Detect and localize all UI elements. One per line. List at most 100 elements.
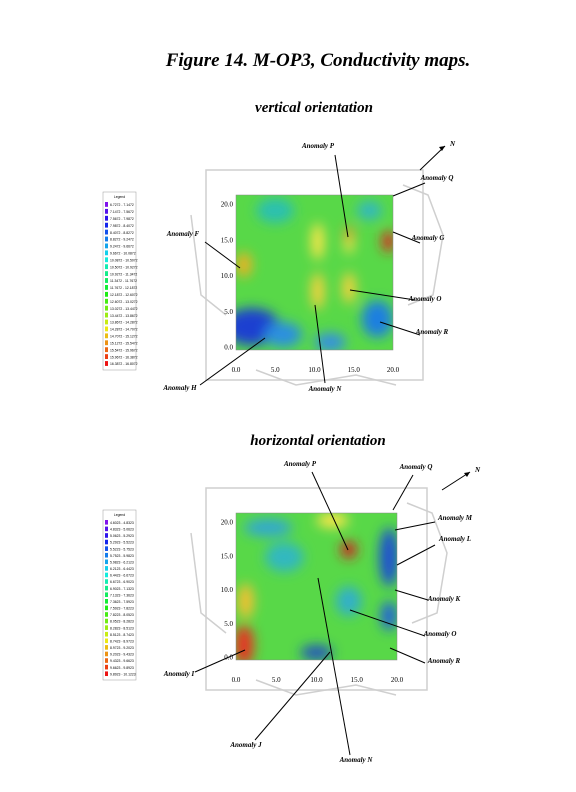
anomaly-label: Anomaly I [163,670,195,678]
north-arrowhead [439,146,445,151]
anomaly-label: Anomaly P [283,460,317,468]
legend-swatch [105,533,108,538]
legend-entry: 13.4472 - 13.8672 [110,314,138,318]
x-tick-label: 10.0 [308,366,321,374]
map-border [235,194,394,351]
legend-entry: 8.2823 - 8.5123 [110,626,134,630]
legend-entry: 4.6023 - 4.8323 [110,521,134,525]
leader-line [194,649,246,673]
leader-line [394,589,429,601]
y-tick-label: 20.0 [221,519,234,527]
legend-entry: 9.2472 - 9.6672 [110,245,134,249]
legend-entry: 15.5472 - 15.9672 [110,348,138,352]
y-tick-label: 15.0 [221,552,234,560]
site-outline [190,487,448,696]
legend-swatch [105,559,108,565]
leader-line [392,474,414,511]
legend-swatch [105,539,108,545]
legend-swatch [105,645,108,650]
legend-entry: 8.4072 - 8.8272 [110,231,134,235]
legend-swatch [105,671,108,677]
leader-line [334,154,349,238]
legend-swatch [105,222,108,228]
contour-zone [264,322,302,347]
contour-zone [356,201,383,220]
legend-entry: 13.8672 - 14.2872 [110,321,138,325]
legend-entry: 12.6072 - 13.0272 [110,300,138,304]
legend-entry: 5.5223 - 5.7523 [110,547,134,551]
legend-swatch [105,566,108,571]
legend-entry: 7.1323 - 7.3623 [110,593,134,597]
legend-swatch [105,638,108,644]
anomaly-label: Anomaly G [411,234,445,242]
y-tick-label: 5.0 [224,620,233,628]
contour-zone [344,226,354,242]
legend-swatch [105,257,108,263]
contour-zone [314,332,346,350]
y-tick-label: 10.0 [221,586,234,594]
contour-zone [340,540,357,559]
legend-swatch [105,333,108,339]
legend-entry: 6.4423 - 6.6723 [110,574,134,578]
anomaly-label: Anomaly Q [399,463,433,471]
legend-swatch [105,585,108,591]
legend-swatch [105,264,108,270]
legend-swatch [105,354,108,360]
legend-entry: 15.1272 - 15.5472 [110,341,138,345]
legend-entry: 5.2923 - 5.5223 [110,541,134,545]
contour-zone [244,518,293,537]
legend-entry: 8.0523 - 8.2823 [110,620,134,624]
contour-zone [335,586,362,616]
x-tick-label: 0.0 [232,366,241,374]
leader-line [204,241,241,269]
contour-zone [316,513,349,528]
legend-entry: 7.3623 - 7.5923 [110,600,134,604]
legend-entry: 10.5072 - 10.9272 [110,265,138,269]
y-tick-label: 15.0 [221,236,234,244]
anomaly-label: Anomaly R [427,657,461,665]
legend-swatch [105,271,108,277]
leader-line [254,651,331,741]
north-label: N [449,140,456,148]
legend-swatch [105,618,108,624]
legend-swatch [105,236,108,242]
legend-entry: 10.9272 - 11.3472 [110,272,137,276]
contour-zone [256,198,295,223]
contour-zone [236,624,254,660]
leader-line [349,609,426,637]
legend-swatch [105,202,108,207]
anomaly-label: Anomaly R [415,328,449,336]
legend-swatch [105,215,108,221]
legend-entry: 7.9872 - 8.4072 [110,224,134,228]
y-tick-label: 10.0 [221,272,234,280]
legend-swatch [105,208,108,214]
anomaly-label: Anomaly N [308,385,343,393]
title: Figure 14. M-OP3, Conductivity maps. [165,50,471,71]
legend-swatch [105,612,108,617]
legend-swatch [105,605,108,611]
legend-entry: 14.7072 - 15.1272 [110,335,138,339]
legend-swatch [105,312,108,318]
legend-swatch [105,631,108,637]
x-tick-label: 20.0 [387,366,400,374]
y-tick-label: 0.0 [224,344,233,352]
legend-swatch [105,319,108,325]
legend-entry: 8.9723 - 9.2023 [110,646,134,650]
contour-zone [361,300,393,338]
leader-line [199,337,266,386]
legend-swatch [105,285,108,290]
legend-box [102,509,137,681]
building [190,502,448,696]
anomaly-label: Anomaly P [301,142,335,150]
contour-zone [382,230,393,253]
legend-entry: 7.5923 - 7.8223 [110,607,134,611]
legend-entry: 9.6623 - 9.8923 [110,666,134,670]
x-tick-label: 5.0 [272,676,281,684]
x-tick-label: 20.0 [391,676,404,684]
legend-swatch [105,572,108,578]
conductivity-map [236,195,393,350]
contour-zone [236,252,252,278]
legend-swatch [105,278,108,283]
legend-entry: 6.2123 - 6.4423 [110,567,134,571]
